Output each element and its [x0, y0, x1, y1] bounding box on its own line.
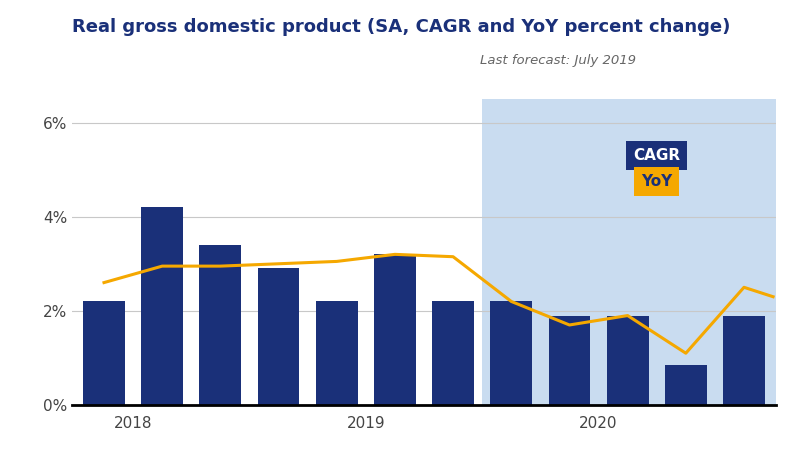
- Bar: [142, 207, 183, 405]
- Bar: [83, 302, 125, 405]
- Bar: [199, 245, 242, 405]
- Bar: [374, 254, 416, 405]
- Bar: [482, 99, 782, 405]
- Bar: [606, 315, 649, 405]
- Bar: [316, 302, 358, 405]
- Bar: [490, 302, 532, 405]
- Bar: [258, 269, 299, 405]
- Bar: [665, 365, 706, 405]
- Text: Last forecast: July 2019: Last forecast: July 2019: [480, 54, 636, 67]
- Bar: [549, 315, 590, 405]
- Text: CAGR: CAGR: [633, 148, 680, 163]
- Bar: [723, 315, 765, 405]
- Text: Real gross domestic product (SA, CAGR and YoY percent change): Real gross domestic product (SA, CAGR an…: [72, 18, 730, 36]
- Text: YoY: YoY: [641, 174, 672, 189]
- Bar: [432, 302, 474, 405]
